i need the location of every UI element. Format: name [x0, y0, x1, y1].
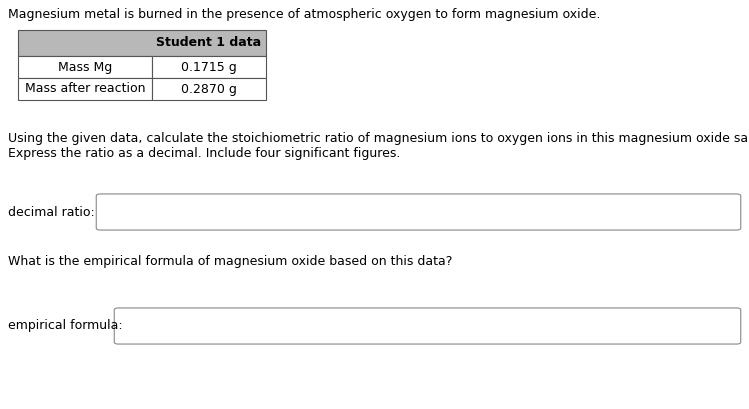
Bar [152, 56, 266, 78]
Bar [18, 30, 266, 56]
Text: Express the ratio as a decimal. Include four significant figures.: Express the ratio as a decimal. Include … [8, 147, 401, 160]
Text: Mass after reaction: Mass after reaction [25, 83, 145, 95]
Bar [152, 78, 266, 100]
Text: Using the given data, calculate the stoichiometric ratio of magnesium ions to ox: Using the given data, calculate the stoi… [8, 132, 749, 145]
Text: What is the empirical formula of magnesium oxide based on this data?: What is the empirical formula of magnesi… [8, 255, 452, 268]
FancyBboxPatch shape [115, 308, 741, 344]
Text: Mass Mg: Mass Mg [58, 61, 112, 74]
Text: Magnesium metal is burned in the presence of atmospheric oxygen to form magnesiu: Magnesium metal is burned in the presenc… [8, 8, 601, 21]
Bar [18, 78, 152, 100]
Text: Student 1 data: Student 1 data [157, 36, 261, 49]
FancyBboxPatch shape [97, 194, 741, 230]
Text: empirical formula:: empirical formula: [8, 319, 123, 333]
Text: 0.2870 g: 0.2870 g [181, 83, 237, 95]
Text: decimal ratio:: decimal ratio: [8, 205, 95, 218]
Text: 0.1715 g: 0.1715 g [181, 61, 237, 74]
Bar [18, 56, 152, 78]
